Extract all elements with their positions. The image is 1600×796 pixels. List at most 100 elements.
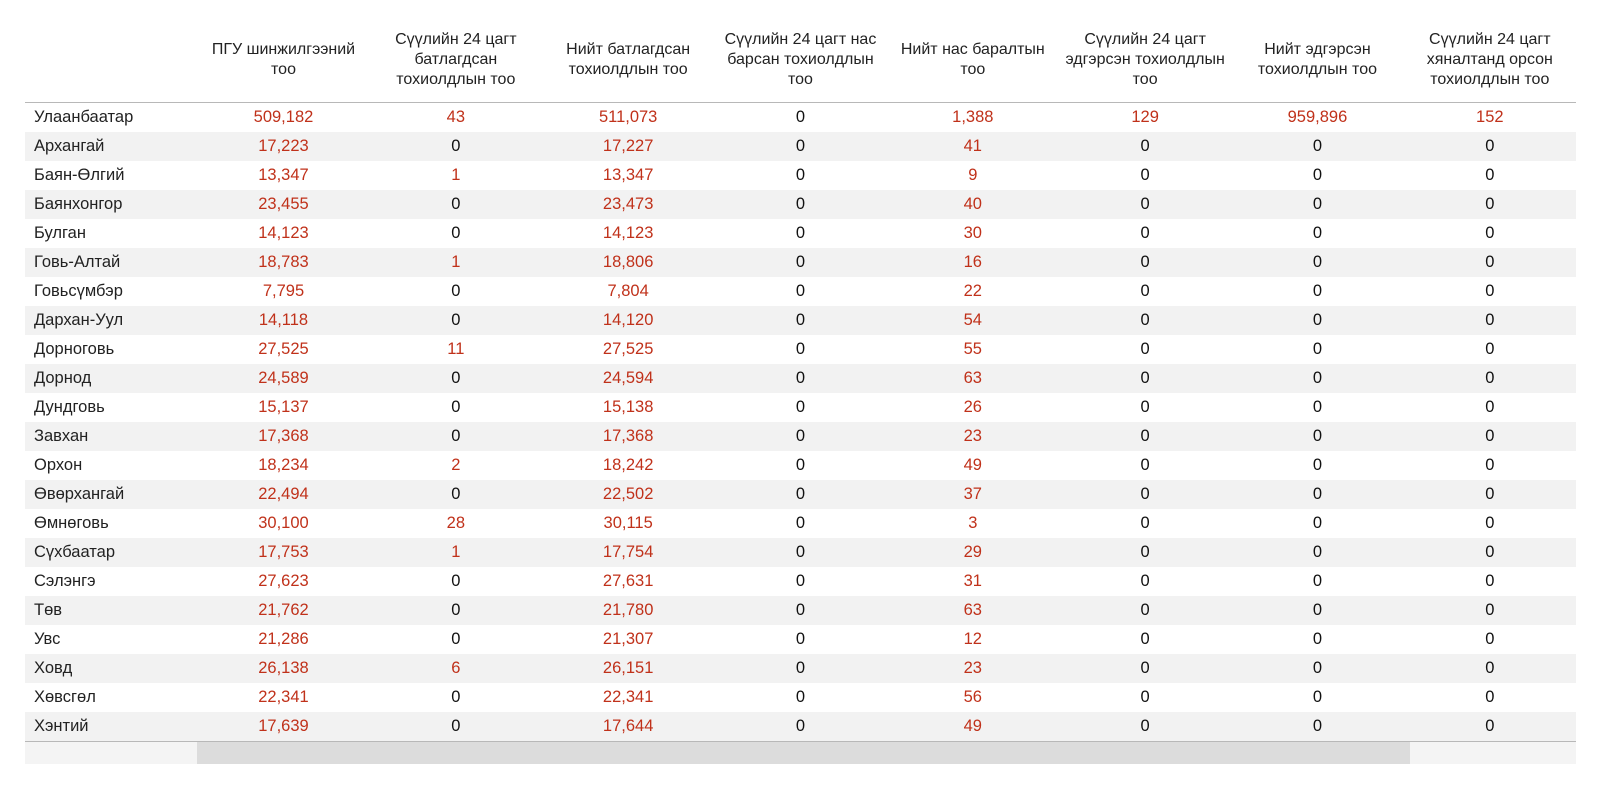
region-name: Орхон [25,451,198,480]
table-row: Булган 14,123 0 14,123 0 30 0 0 0 [25,219,1576,248]
table-cell: 9 [886,161,1059,190]
table-cell: 13,347 [541,161,715,190]
table-cell: 0 [369,219,542,248]
table-cell: 17,368 [541,422,715,451]
table-cell: 0 [1403,596,1576,625]
table-cell: 49 [886,451,1059,480]
table-cell: 17,644 [541,712,715,742]
table-cell: 0 [714,654,887,683]
region-name: Архангай [25,132,198,161]
table-cell: 27,623 [197,567,370,596]
table-cell: 0 [1231,451,1404,480]
table-cell: 18,783 [197,248,370,277]
table-cell: 27,631 [541,567,715,596]
table-cell: 0 [1403,335,1576,364]
table-cell: 0 [369,306,542,335]
table-cell: 0 [714,190,887,219]
table-cell: 40 [886,190,1059,219]
table-cell: 0 [1058,451,1232,480]
table-cell: 23,455 [197,190,370,219]
table-cell: 0 [1058,654,1232,683]
table-cell: 17,368 [197,422,370,451]
scrollbar-thumb[interactable] [197,742,1410,764]
region-name: Дундговь [25,393,198,422]
table-cell: 28 [369,509,542,538]
table-cell: 21,780 [541,596,715,625]
table-cell: 54 [886,306,1059,335]
table-cell: 30,115 [541,509,715,538]
table-cell: 21,286 [197,625,370,654]
column-header: Сүүлийн 24 цагт хяналтанд орсон тохиолдл… [1403,20,1576,103]
table-cell: 0 [1058,364,1232,393]
table-cell: 23,473 [541,190,715,219]
table-cell: 0 [369,625,542,654]
table-cell: 959,896 [1231,102,1404,132]
table-cell: 0 [1058,625,1232,654]
table-cell: 0 [1403,567,1576,596]
table-cell: 0 [1403,190,1576,219]
table-cell: 0 [1231,567,1404,596]
table-cell: 17,639 [197,712,370,742]
table-cell: 0 [1231,538,1404,567]
table-cell: 22,502 [541,480,715,509]
table-row: Баянхонгор 23,455 0 23,473 0 40 0 0 0 [25,190,1576,219]
table-body: Улаанбаатар 509,182 43 511,073 0 1,388 129 959,… [25,102,1576,742]
table-row: Хэнтий 17,639 0 17,644 0 49 0 0 0 [25,712,1576,742]
table-cell: 0 [714,335,887,364]
table-cell: 0 [1231,219,1404,248]
table-cell: 0 [1231,509,1404,538]
covid-stats-table: ПГУ шинжилгээний тоо Сүүлийн 24 цагт батл… [25,20,1576,742]
column-header: Сүүлийн 24 цагт нас барсан тохиолдлын то… [714,20,887,103]
table-cell: 3 [886,509,1059,538]
column-header: Сүүлийн 24 цагт батлагдсан тохиолдлын то… [369,20,542,103]
region-name: Улаанбаатар [25,102,198,132]
table-cell: 14,118 [197,306,370,335]
region-name: Дорноговь [25,335,198,364]
table-cell: 12 [886,625,1059,654]
table-row: Сүхбаатар 17,753 1 17,754 0 29 0 0 0 [25,538,1576,567]
table-cell: 0 [369,567,542,596]
table-row: Увс 21,286 0 21,307 0 12 0 0 0 [25,625,1576,654]
table-cell: 0 [1403,248,1576,277]
table-cell: 49 [886,712,1059,742]
table-cell: 0 [1403,219,1576,248]
table-cell: 22 [886,277,1059,306]
table-cell: 26 [886,393,1059,422]
table-cell: 0 [1058,393,1232,422]
table-cell: 37 [886,480,1059,509]
table-cell: 18,242 [541,451,715,480]
region-name: Хөвсгөл [25,683,198,712]
horizontal-scrollbar[interactable] [25,742,1576,764]
table-cell: 17,754 [541,538,715,567]
table-cell: 0 [1403,538,1576,567]
table-cell: 15,137 [197,393,370,422]
table-cell: 0 [1231,335,1404,364]
table-cell: 17,753 [197,538,370,567]
table-cell: 0 [1058,509,1232,538]
table-cell: 0 [1403,451,1576,480]
data-table-container: ПГУ шинжилгээний тоо Сүүлийн 24 цагт батл… [25,20,1576,742]
table-cell: 30 [886,219,1059,248]
table-cell: 0 [1403,364,1576,393]
region-name: Сэлэнгэ [25,567,198,596]
table-row: Төв 21,762 0 21,780 0 63 0 0 0 [25,596,1576,625]
table-cell: 0 [1403,393,1576,422]
table-row: Архангай 17,223 0 17,227 0 41 0 0 0 [25,132,1576,161]
header-region [25,20,198,103]
table-cell: 0 [369,190,542,219]
table-cell: 2 [369,451,542,480]
table-cell: 0 [1403,480,1576,509]
table-cell: 0 [714,712,887,742]
table-cell: 23 [886,422,1059,451]
table-cell: 0 [714,102,887,132]
table-cell: 13,347 [197,161,370,190]
table-cell: 0 [1231,306,1404,335]
table-cell: 0 [1403,683,1576,712]
table-cell: 17,223 [197,132,370,161]
table-cell: 31 [886,567,1059,596]
region-name: Булган [25,219,198,248]
table-cell: 0 [369,596,542,625]
region-name: Өмнөговь [25,509,198,538]
table-cell: 0 [1058,596,1232,625]
region-name: Сүхбаатар [25,538,198,567]
